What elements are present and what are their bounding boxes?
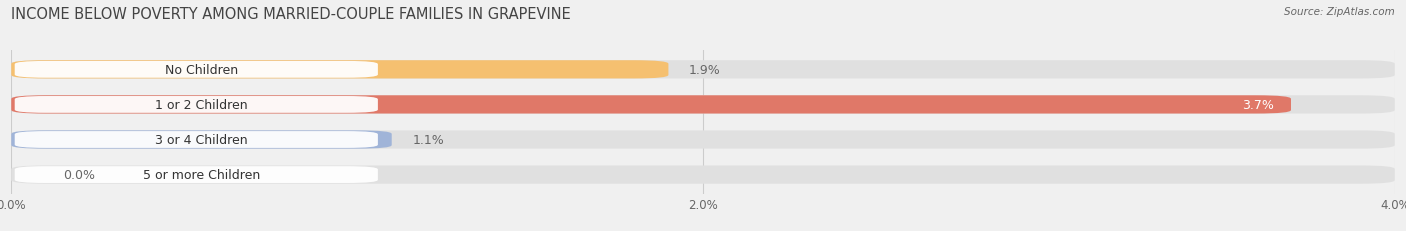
Text: 3 or 4 Children: 3 or 4 Children bbox=[155, 134, 247, 146]
FancyBboxPatch shape bbox=[14, 62, 378, 78]
FancyBboxPatch shape bbox=[14, 131, 378, 148]
Text: 0.0%: 0.0% bbox=[63, 168, 96, 181]
Text: 1.1%: 1.1% bbox=[412, 134, 444, 146]
Text: 1.9%: 1.9% bbox=[689, 64, 721, 76]
Text: Source: ZipAtlas.com: Source: ZipAtlas.com bbox=[1284, 7, 1395, 17]
Text: 3.7%: 3.7% bbox=[1241, 98, 1274, 111]
FancyBboxPatch shape bbox=[11, 61, 668, 79]
FancyBboxPatch shape bbox=[11, 166, 1395, 184]
FancyBboxPatch shape bbox=[11, 131, 392, 149]
Text: INCOME BELOW POVERTY AMONG MARRIED-COUPLE FAMILIES IN GRAPEVINE: INCOME BELOW POVERTY AMONG MARRIED-COUPL… bbox=[11, 7, 571, 22]
FancyBboxPatch shape bbox=[14, 97, 378, 113]
FancyBboxPatch shape bbox=[11, 96, 1395, 114]
FancyBboxPatch shape bbox=[11, 96, 1291, 114]
Text: 1 or 2 Children: 1 or 2 Children bbox=[155, 98, 247, 111]
Text: No Children: No Children bbox=[165, 64, 238, 76]
FancyBboxPatch shape bbox=[11, 131, 1395, 149]
FancyBboxPatch shape bbox=[14, 167, 378, 183]
FancyBboxPatch shape bbox=[11, 61, 1395, 79]
Text: 5 or more Children: 5 or more Children bbox=[143, 168, 260, 181]
